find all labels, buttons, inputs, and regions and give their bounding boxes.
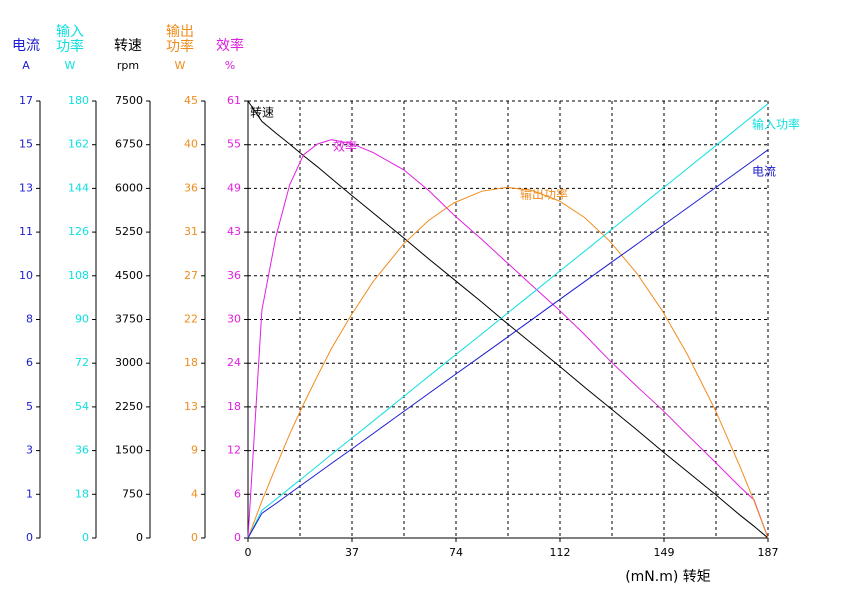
x-tick-label: 187	[758, 546, 779, 559]
y-tick-label: 5	[26, 400, 33, 413]
y-tick-label: 36	[184, 181, 198, 194]
y-tick-label: 0	[136, 531, 143, 544]
series-label: 效率	[333, 139, 357, 154]
y-tick-label: 31	[184, 225, 198, 238]
y-tick-label: 15	[19, 138, 33, 151]
y-tick-label: 10	[19, 269, 33, 282]
series-line	[247, 139, 769, 539]
x-tick-label: 112	[550, 546, 571, 559]
y-axis-title: 输出	[166, 24, 194, 40]
y-tick-label: 1500	[115, 444, 143, 457]
y-tick-label: 90	[75, 313, 89, 326]
y-tick-label: 49	[227, 181, 241, 194]
y-tick-label: 6750	[115, 138, 143, 151]
y-tick-label: 9	[191, 444, 198, 457]
y-axis-title: 输入	[56, 24, 84, 40]
y-tick-label: 162	[68, 138, 89, 151]
y-tick-label: 55	[227, 138, 241, 151]
y-tick-label: 6	[26, 356, 33, 369]
y-tick-label: 3000	[115, 356, 143, 369]
y-tick-label: 30	[227, 313, 241, 326]
y-tick-label: 180	[68, 94, 89, 107]
y-tick-label: 3750	[115, 313, 143, 326]
y-tick-label: 36	[75, 444, 89, 457]
y-axis-unit: rpm	[117, 59, 139, 72]
y-tick-label: 13	[19, 181, 33, 194]
y-tick-label: 18	[227, 400, 241, 413]
y-axis-unit: A	[22, 59, 30, 72]
y-tick-label: 6000	[115, 181, 143, 194]
y-tick-label: 18	[184, 356, 198, 369]
series-label: 输入功率	[752, 117, 800, 132]
y-tick-label: 7500	[115, 94, 143, 107]
y-tick-label: 22	[184, 313, 198, 326]
y-tick-label: 108	[68, 269, 89, 282]
y-tick-label: 750	[122, 487, 143, 500]
y-tick-label: 2250	[115, 400, 143, 413]
y-tick-label: 43	[227, 225, 241, 238]
series-label: 转速	[250, 105, 274, 120]
y-tick-label: 126	[68, 225, 89, 238]
y-tick-label: 61	[227, 94, 241, 107]
y-tick-label: 12	[227, 444, 241, 457]
y-tick-label: 17	[19, 94, 33, 107]
x-axis-label: (mN.m) 转矩	[625, 569, 711, 585]
y-tick-label: 6	[234, 487, 241, 500]
y-axis-unit: W	[65, 59, 76, 72]
y-tick-label: 40	[184, 138, 198, 151]
series-line	[247, 149, 769, 539]
y-tick-label: 1	[26, 487, 33, 500]
series-line	[247, 186, 769, 539]
x-tick-label: 74	[449, 546, 463, 559]
y-tick-label: 0	[26, 531, 33, 544]
y-tick-label: 0	[191, 531, 198, 544]
y-tick-label: 144	[68, 181, 89, 194]
y-tick-label: 27	[184, 269, 198, 282]
y-tick-label: 5250	[115, 225, 143, 238]
y-tick-label: 13	[184, 400, 198, 413]
y-axis-title: 功率	[56, 38, 84, 55]
y-tick-label: 45	[184, 94, 198, 107]
y-axis-title: 电流	[12, 38, 40, 54]
x-tick-label: 0	[245, 546, 252, 559]
y-tick-label: 4500	[115, 269, 143, 282]
y-tick-label: 36	[227, 269, 241, 282]
y-tick-label: 3	[26, 444, 33, 457]
series-label: 输出功率	[520, 187, 568, 202]
y-axis-title: 效率	[216, 37, 244, 54]
y-axis-title: 转速	[114, 38, 142, 54]
series-label: 电流	[752, 165, 776, 179]
y-tick-label: 24	[227, 356, 241, 369]
y-tick-label: 54	[75, 400, 89, 413]
x-tick-label: 37	[345, 546, 359, 559]
y-tick-label: 18	[75, 487, 89, 500]
y-tick-label: 8	[26, 313, 33, 326]
y-tick-label: 0	[234, 531, 241, 544]
y-tick-label: 72	[75, 356, 89, 369]
y-tick-label: 11	[19, 225, 33, 238]
y-tick-label: 0	[82, 531, 89, 544]
x-tick-label: 149	[654, 546, 675, 559]
y-axis-unit: %	[225, 59, 235, 72]
y-tick-label: 4	[191, 487, 198, 500]
y-axis-title: 功率	[166, 38, 194, 55]
y-axis-unit: W	[175, 59, 186, 72]
series-line	[247, 103, 769, 539]
